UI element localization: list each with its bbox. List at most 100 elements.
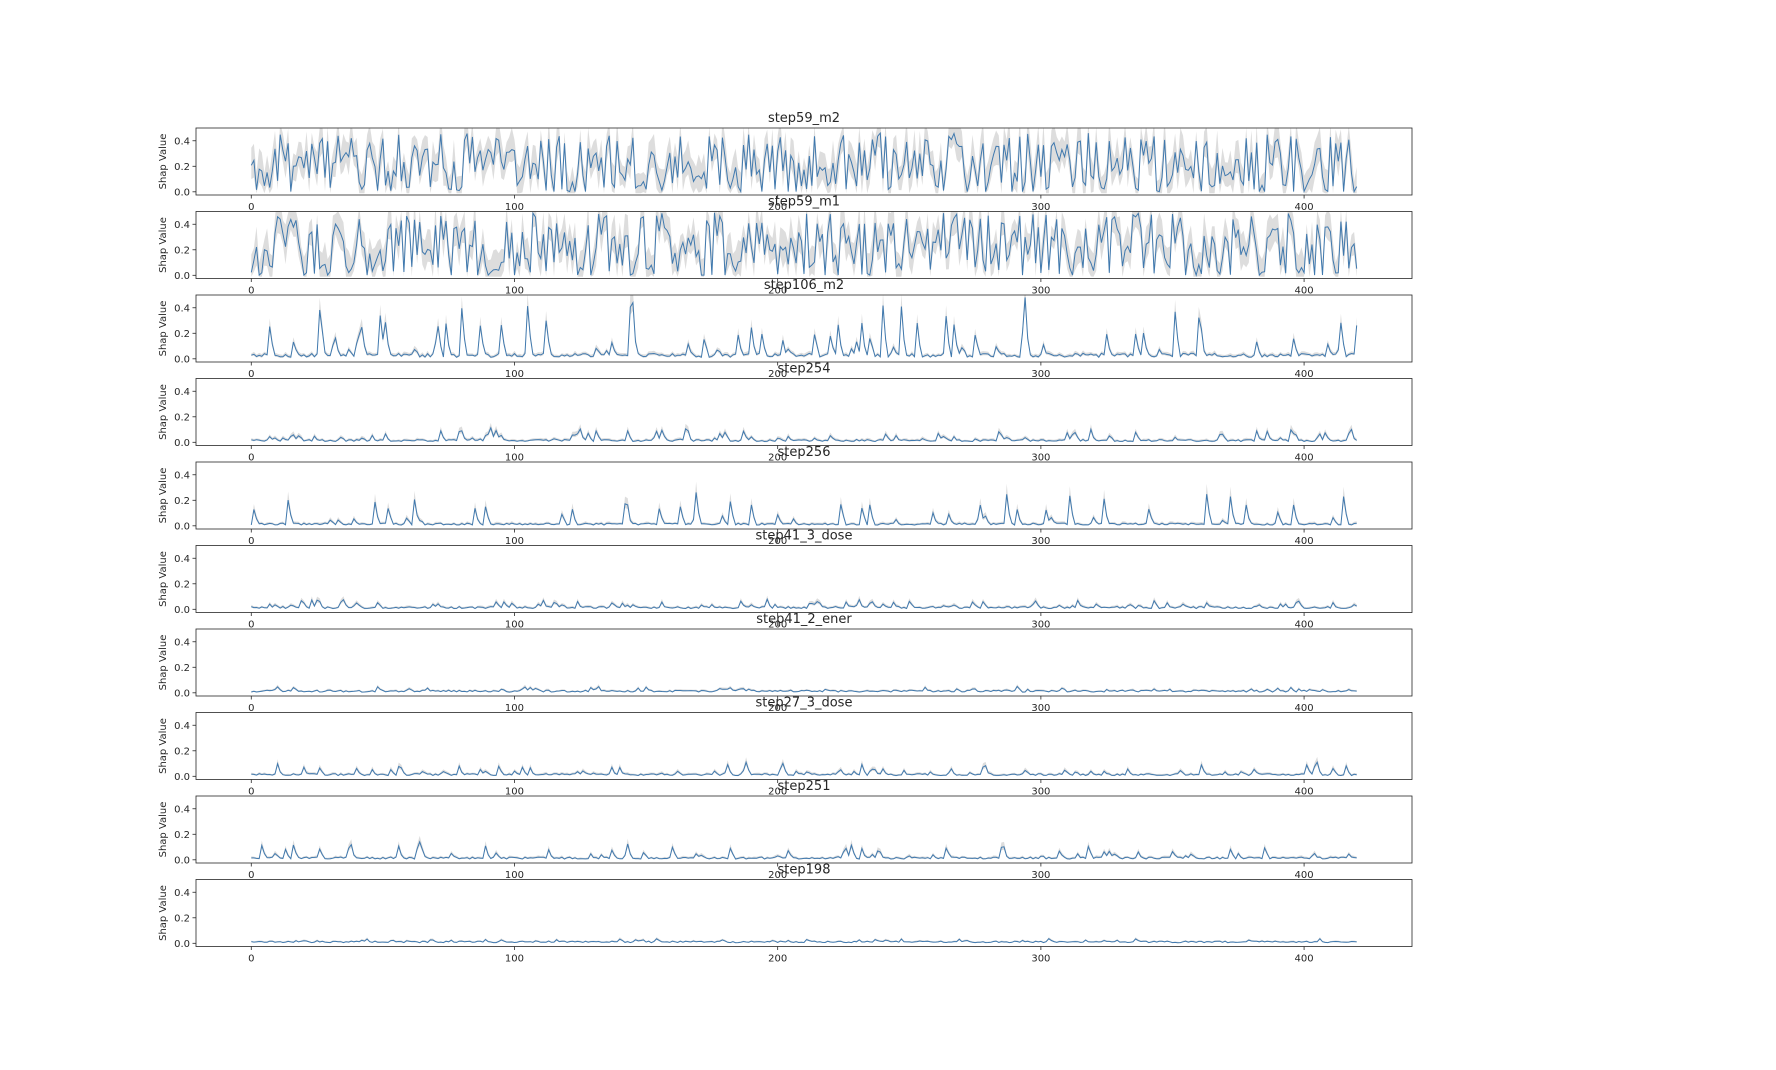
x-tick-label: 200 [768,787,787,798]
subplot-title: step27_3_dose [756,696,853,711]
y-tick-label: 0.2 [174,830,190,841]
x-tick-label: 0 [248,286,254,297]
subplot-step27_3_dose: 0.0 0.2 0.4 Shap Value 0 100 200 300 400 [158,712,1413,798]
axes-frame [195,628,1413,697]
subplot-step41_3_dose: 0.0 0.2 0.4 Shap Value 0 100 200 300 400 [158,545,1413,631]
axes-frame [195,378,1413,446]
axes-frame [195,879,1413,947]
y-axis-label: Shap Value [158,551,169,607]
x-tick-label: 100 [505,954,524,965]
x-tick-label: 400 [1295,453,1314,464]
y-tick-label: 0.0 [174,605,190,616]
subplot-title: step251 [778,779,831,794]
shap-line [251,760,1357,777]
y-axis-label: Shap Value [158,635,169,691]
x-tick-label: 100 [505,787,524,798]
shap-line [251,426,1358,443]
x-tick-label: 300 [1031,703,1050,714]
x-tick-label: 200 [768,453,787,464]
x-tick-label: 400 [1295,954,1314,965]
x-tick-label: 100 [505,870,524,881]
shap-line [251,597,1357,610]
y-axis-label: Shap Value [158,217,169,273]
y-axis-label: Shap Value [158,718,169,774]
axes-frame [195,712,1413,780]
subplot-step251: 0.0 0.2 0.4 Shap Value 0 100 200 300 400 [158,795,1413,881]
y-axis-label: Shap Value [158,885,169,941]
y-tick-label: 0.2 [174,245,190,256]
x-tick-label: 0 [248,620,254,631]
x-tick-label: 300 [1031,286,1050,297]
y-tick-label: 0.4 [174,470,190,481]
x-tick-label: 0 [248,787,254,798]
shap-line [250,492,1357,527]
y-tick-label: 0.4 [174,637,190,648]
shap-line [251,937,1357,944]
subplot-step256: 0.0 0.2 0.4 Shap Value 0 100 200 300 400 [158,461,1413,547]
x-tick-label: 100 [505,286,524,297]
y-tick-label: 0.4 [174,721,190,732]
x-tick-label: 300 [1031,954,1050,965]
x-tick-label: 200 [768,369,787,380]
y-axis-label: Shap Value [158,301,169,357]
y-tick-label: 0.2 [174,746,190,757]
y-tick-label: 0.4 [174,387,190,398]
shap-line [250,131,1358,194]
x-tick-label: 100 [505,369,524,380]
x-tick-label: 0 [248,202,254,213]
x-tick-label: 200 [768,286,787,297]
y-axis-label: Shap Value [158,384,169,440]
y-tick-label: 0.2 [174,162,190,173]
x-tick-label: 400 [1295,369,1314,380]
x-tick-label: 0 [248,954,254,965]
x-tick-label: 400 [1295,536,1314,547]
y-tick-label: 0.0 [174,438,190,449]
subplot-title: step59_m2 [768,111,840,126]
x-tick-label: 0 [248,870,254,881]
y-tick-label: 0.2 [174,663,190,674]
x-tick-label: 300 [1031,870,1050,881]
y-tick-label: 0.0 [174,855,190,866]
axes-frame [195,211,1413,279]
shap-line [251,685,1357,693]
y-tick-label: 0.0 [174,939,190,950]
subplot-title: step198 [778,863,831,878]
x-tick-label: 0 [248,453,254,464]
y-tick-label: 0.2 [174,496,190,507]
shap-line [250,211,1358,277]
uncertainty-band [251,835,1357,860]
y-tick-label: 0.2 [174,913,190,924]
shap-line [251,840,1357,860]
subplot-step254: 0.0 0.2 0.4 Shap Value 0 100 200 300 400 [158,378,1413,464]
x-tick-label: 400 [1295,870,1314,881]
y-axis-label: Shap Value [158,802,169,858]
x-tick-label: 400 [1295,703,1314,714]
x-tick-label: 100 [505,453,524,464]
subplot-step198: 0.0 0.2 0.4 Shap Value 0 100 200 300 400 [158,879,1413,965]
y-tick-label: 0.0 [174,187,190,198]
axes-frame [195,795,1413,864]
x-tick-label: 200 [768,536,787,547]
x-tick-label: 400 [1295,202,1314,213]
subplot-title: step41_3_dose [756,529,853,544]
subplot-title: step254 [778,362,831,377]
uncertainty-band [251,295,1357,359]
y-tick-label: 0.4 [174,220,190,231]
y-tick-label: 0.0 [174,772,190,783]
y-tick-label: 0.4 [174,303,190,314]
axes-frame [195,127,1413,196]
subplot-title: step106_m2 [764,278,844,293]
subplot-step106_m2: 0.0 0.2 0.4 Shap Value 0 100 200 300 400 [158,294,1413,380]
shap-line [251,297,1358,359]
x-tick-label: 200 [768,620,787,631]
x-tick-label: 400 [1295,286,1314,297]
y-tick-label: 0.2 [174,579,190,590]
y-tick-label: 0.0 [174,271,190,282]
x-tick-label: 200 [768,870,787,881]
y-axis-label: Shap Value [158,134,169,190]
x-tick-label: 100 [505,703,524,714]
axes-frame [195,545,1413,613]
axes-frame [195,461,1413,530]
